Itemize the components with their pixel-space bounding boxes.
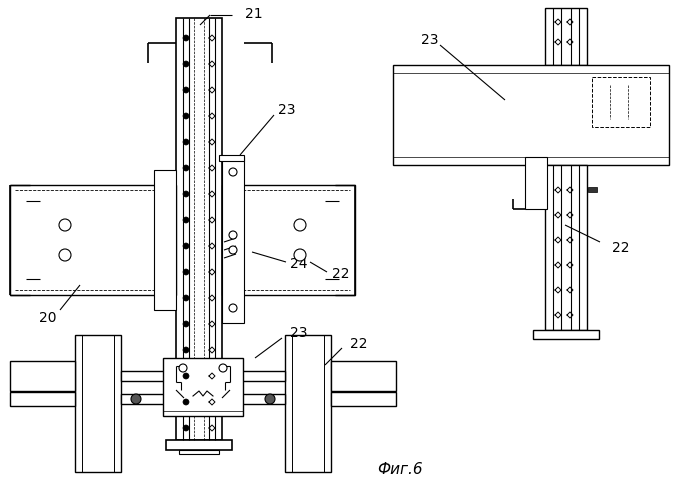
Circle shape: [179, 364, 187, 372]
Bar: [545, 8, 587, 65]
Bar: [592, 77, 650, 127]
Bar: [10, 361, 75, 391]
Text: 23: 23: [278, 103, 296, 117]
Bar: [154, 170, 176, 310]
Circle shape: [183, 373, 189, 379]
Circle shape: [183, 425, 189, 431]
Text: 23: 23: [290, 326, 308, 340]
Bar: [166, 440, 232, 450]
Circle shape: [229, 246, 237, 254]
Bar: [285, 335, 331, 472]
Circle shape: [59, 219, 71, 231]
Circle shape: [183, 113, 189, 119]
Bar: [393, 65, 669, 165]
Circle shape: [183, 269, 189, 275]
Circle shape: [183, 217, 189, 223]
Circle shape: [183, 165, 189, 171]
Circle shape: [183, 139, 189, 145]
Text: 22: 22: [350, 337, 368, 351]
Circle shape: [265, 394, 275, 404]
Circle shape: [229, 231, 237, 239]
Text: 22: 22: [612, 241, 630, 255]
Circle shape: [294, 219, 306, 231]
Bar: [222, 157, 244, 323]
Bar: [331, 361, 396, 391]
Circle shape: [183, 243, 189, 249]
Bar: [179, 450, 219, 454]
Bar: [222, 185, 355, 295]
Text: 24: 24: [290, 257, 308, 271]
Text: 20: 20: [39, 311, 57, 325]
Bar: [163, 358, 243, 416]
Circle shape: [183, 191, 189, 197]
Circle shape: [183, 347, 189, 353]
Circle shape: [183, 61, 189, 67]
Bar: [588, 187, 597, 192]
Bar: [219, 155, 244, 161]
Circle shape: [183, 321, 189, 327]
Bar: [176, 18, 222, 440]
Text: 21: 21: [245, 7, 263, 21]
Circle shape: [183, 295, 189, 301]
Circle shape: [183, 399, 189, 405]
Bar: [10, 392, 75, 406]
Bar: [121, 371, 285, 381]
Bar: [525, 157, 547, 209]
Circle shape: [229, 168, 237, 176]
Circle shape: [183, 87, 189, 93]
Bar: [533, 330, 599, 339]
Circle shape: [131, 394, 141, 404]
Text: 22: 22: [332, 267, 350, 281]
Bar: [121, 394, 285, 404]
Bar: [10, 185, 176, 295]
Bar: [331, 392, 396, 406]
Text: Фиг.6: Фиг.6: [377, 463, 423, 478]
Circle shape: [294, 249, 306, 261]
Bar: [545, 165, 587, 330]
Bar: [75, 335, 121, 472]
Text: 23: 23: [421, 33, 439, 47]
Circle shape: [219, 364, 227, 372]
Circle shape: [59, 249, 71, 261]
Circle shape: [183, 35, 189, 41]
Circle shape: [229, 304, 237, 312]
